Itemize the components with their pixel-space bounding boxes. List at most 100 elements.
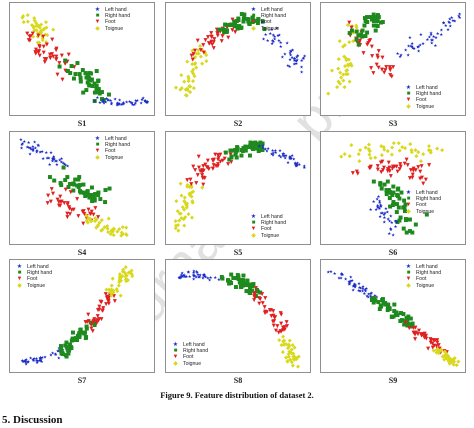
point-left-hand: ★ xyxy=(35,358,39,364)
point-foot: ▼ xyxy=(420,333,424,339)
point-left-hand: ★ xyxy=(145,100,149,106)
legend-marker-icon: ■ xyxy=(95,13,100,20)
point-foot: ▼ xyxy=(100,317,104,323)
point-right-hand: ■ xyxy=(399,190,404,196)
point-right-hand: ■ xyxy=(383,302,388,308)
point-foot: ▼ xyxy=(45,42,49,48)
point-tongue: ◆ xyxy=(188,191,192,197)
legend-marker-icon: ★ xyxy=(94,7,101,14)
point-foot: ▼ xyxy=(438,346,442,352)
point-foot: ▼ xyxy=(202,168,206,174)
point-right-hand: ■ xyxy=(103,200,108,206)
point-right-hand: ■ xyxy=(393,310,398,316)
point-right-hand: ■ xyxy=(71,181,76,187)
point-foot: ▼ xyxy=(92,212,96,218)
point-left-hand: ★ xyxy=(39,358,43,364)
legend: ★ Left hand ■ Right hand ▼ Foot ◆ Toignue xyxy=(94,7,152,32)
point-right-hand: ■ xyxy=(227,281,232,287)
point-foot: ▼ xyxy=(225,25,229,31)
point-foot: ▼ xyxy=(360,29,364,35)
point-left-hand: ★ xyxy=(286,160,290,166)
point-tongue: ◆ xyxy=(186,87,190,93)
point-tongue: ◆ xyxy=(380,152,384,158)
point-left-hand: ★ xyxy=(213,275,217,281)
point-left-hand: ★ xyxy=(363,287,367,293)
point-foot: ▼ xyxy=(350,25,354,31)
point-left-hand: ★ xyxy=(179,275,183,281)
point-right-hand: ■ xyxy=(235,146,240,152)
point-left-hand: ★ xyxy=(300,58,304,64)
point-foot: ▼ xyxy=(216,164,220,170)
point-foot: ▼ xyxy=(218,29,222,35)
point-left-hand: ★ xyxy=(60,347,64,353)
point-left-hand: ★ xyxy=(294,163,298,169)
point-foot: ▼ xyxy=(90,209,94,215)
point-tongue: ◆ xyxy=(350,63,354,69)
point-left-hand: ★ xyxy=(439,32,443,38)
point-foot: ▼ xyxy=(64,187,68,193)
point-right-hand: ■ xyxy=(371,179,376,185)
point-left-hand: ★ xyxy=(296,53,300,59)
point-tongue: ◆ xyxy=(36,34,40,40)
point-tongue: ◆ xyxy=(39,29,43,35)
point-tongue: ◆ xyxy=(204,59,208,65)
legend-marker-icon: ◆ xyxy=(406,103,411,110)
point-tongue: ◆ xyxy=(119,233,123,239)
point-left-hand: ★ xyxy=(64,346,68,352)
point-left-hand: ★ xyxy=(52,154,56,160)
point-tongue: ◆ xyxy=(45,25,49,31)
point-right-hand: ■ xyxy=(363,34,368,40)
point-right-hand: ■ xyxy=(371,300,376,306)
point-left-hand: ★ xyxy=(288,50,292,56)
point-right-hand: ■ xyxy=(217,27,222,33)
point-left-hand: ★ xyxy=(52,157,56,163)
point-tongue: ◆ xyxy=(179,73,183,79)
point-right-hand: ■ xyxy=(408,316,413,322)
point-right-hand: ■ xyxy=(239,25,244,31)
point-tongue: ◆ xyxy=(40,28,44,34)
point-left-hand: ★ xyxy=(379,210,383,216)
point-foot: ▼ xyxy=(409,168,413,174)
point-foot: ▼ xyxy=(391,65,395,71)
point-right-hand: ■ xyxy=(59,182,64,188)
point-right-hand: ■ xyxy=(229,154,234,160)
point-foot: ▼ xyxy=(89,212,93,218)
legend-marker-icon: ◆ xyxy=(251,25,256,32)
point-right-hand: ■ xyxy=(398,319,403,325)
point-foot: ▼ xyxy=(279,312,283,318)
point-tongue: ◆ xyxy=(191,78,195,84)
point-left-hand: ★ xyxy=(293,161,297,167)
point-foot: ▼ xyxy=(58,194,62,200)
point-tongue: ◆ xyxy=(451,357,455,363)
point-left-hand: ★ xyxy=(266,38,270,44)
point-tongue: ◆ xyxy=(437,350,441,356)
point-left-hand: ★ xyxy=(275,25,279,31)
point-left-hand: ★ xyxy=(188,274,192,280)
point-foot: ▼ xyxy=(206,35,210,41)
point-foot: ▼ xyxy=(375,53,379,59)
panel-label: S6 xyxy=(388,248,398,257)
point-left-hand: ★ xyxy=(300,69,304,75)
point-tongue: ◆ xyxy=(386,148,390,154)
point-right-hand: ■ xyxy=(376,300,381,306)
point-right-hand: ■ xyxy=(368,14,373,20)
legend-label: Right hand xyxy=(183,348,209,355)
point-left-hand: ★ xyxy=(62,161,66,167)
point-tongue: ◆ xyxy=(292,353,296,359)
point-foot: ▼ xyxy=(81,221,85,227)
point-foot: ▼ xyxy=(75,197,79,203)
point-left-hand: ★ xyxy=(369,207,373,213)
point-tongue: ◆ xyxy=(449,360,453,366)
point-right-hand: ■ xyxy=(220,276,225,282)
point-tongue: ◆ xyxy=(176,222,180,228)
point-foot: ▼ xyxy=(38,53,42,59)
point-foot: ▼ xyxy=(107,295,111,301)
point-foot: ▼ xyxy=(28,34,32,40)
point-right-hand: ■ xyxy=(221,27,226,33)
point-right-hand: ■ xyxy=(391,199,396,205)
point-tongue: ◆ xyxy=(196,48,200,54)
point-left-hand: ★ xyxy=(130,101,134,107)
legend-entry: ◆ Toignue xyxy=(250,233,308,239)
point-tongue: ◆ xyxy=(177,218,181,224)
point-right-hand: ■ xyxy=(225,29,230,35)
